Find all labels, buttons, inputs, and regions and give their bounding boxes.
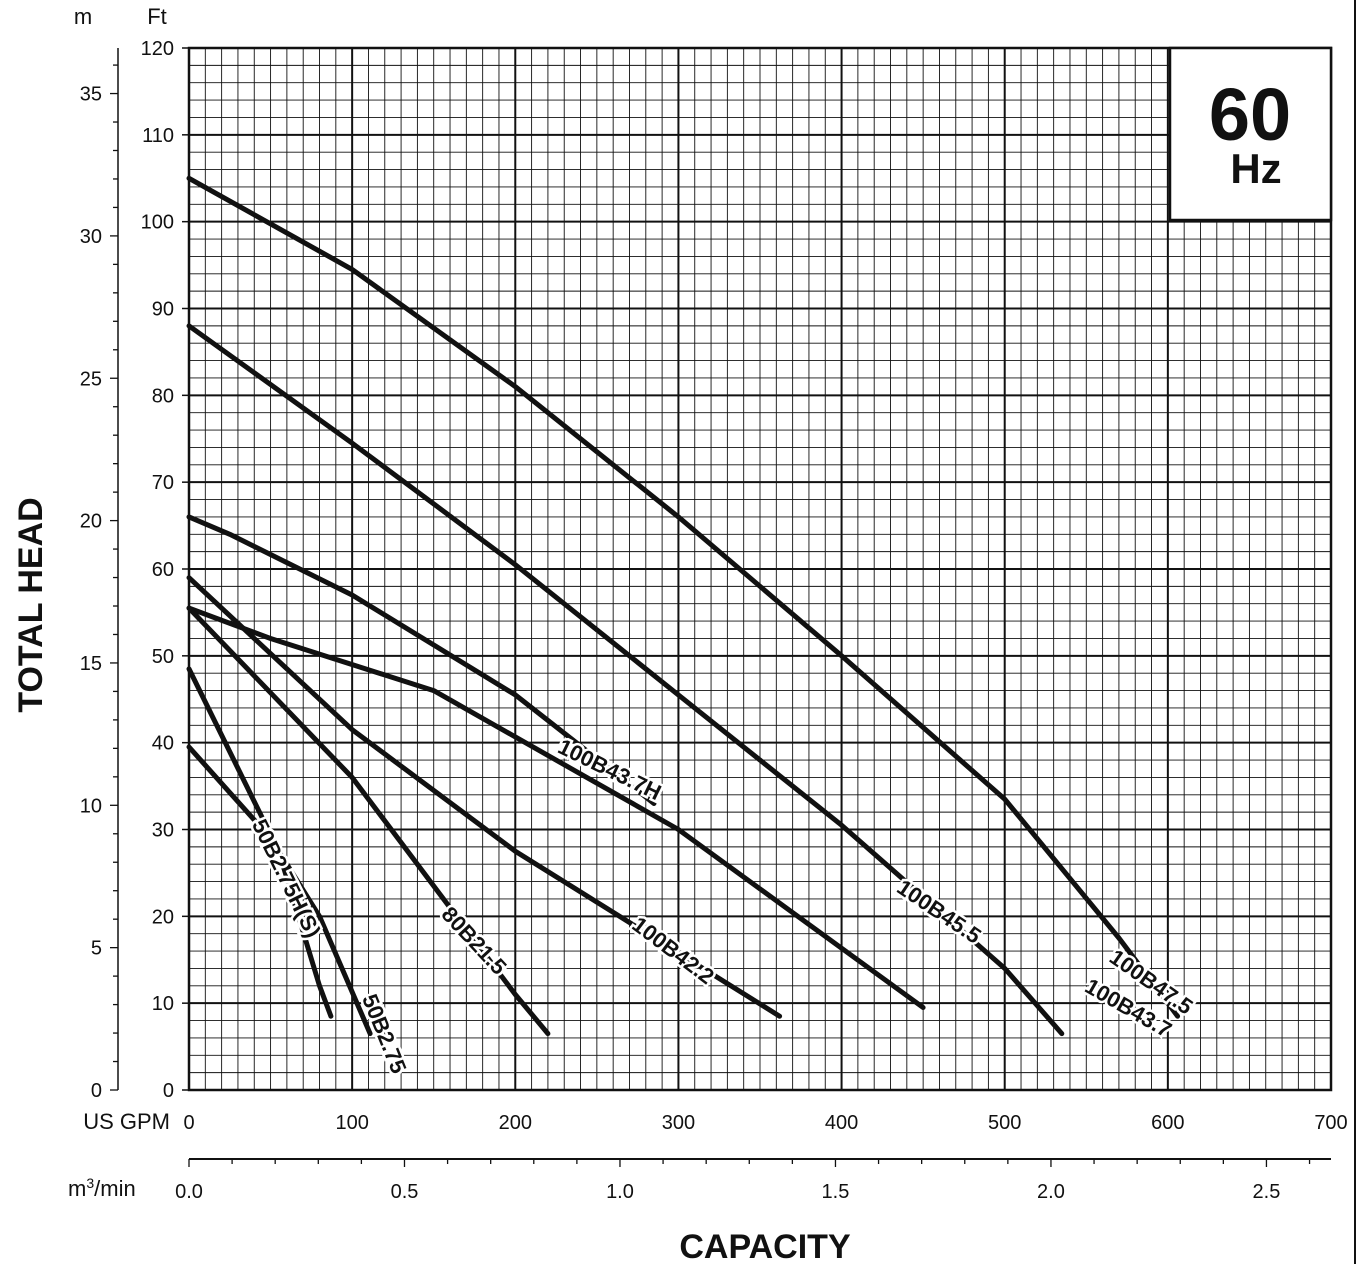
y-tick-m-label: 10 — [80, 795, 102, 817]
x-unit-secondary-label: m3/min — [68, 1175, 136, 1201]
curve-100B43.7 — [186, 605, 926, 1010]
y-tick-m-label: 30 — [80, 226, 102, 248]
x-tick-gpm-label: 100 — [335, 1112, 368, 1134]
x-tick-m3-label: 1.0 — [606, 1181, 634, 1203]
x-tick-gpm-label: 300 — [662, 1112, 695, 1134]
x-tick-gpm-label: 500 — [988, 1112, 1021, 1134]
curve-100B47.5 — [186, 175, 1181, 1019]
x-tick-m3-label: 2.5 — [1253, 1181, 1281, 1203]
x-tick-m3-label: 1.5 — [822, 1181, 850, 1203]
y-tick-m-label: 25 — [80, 368, 102, 390]
x-tick-m3-label: 0.0 — [175, 1181, 203, 1203]
frequency-badge-unit: Hz — [1230, 145, 1281, 192]
y-unit-right-label: Ft — [147, 4, 167, 29]
curve-80B21.5 — [186, 605, 551, 1037]
y-tick-ft-label: 40 — [152, 733, 174, 755]
curve-100B42.2 — [186, 575, 783, 1019]
curve-100B45.5 — [186, 323, 1065, 1037]
x-unit-primary-label: US GPM — [83, 1109, 170, 1134]
y-tick-m-label: 35 — [80, 84, 102, 106]
x-tick-gpm-label: 0 — [183, 1112, 194, 1134]
y-tick-m-label: 5 — [91, 938, 102, 960]
curve-label-80B21.5: 80B21.5 — [437, 902, 512, 980]
y-unit-left-label: m — [74, 4, 92, 29]
y-tick-ft-label: 90 — [152, 299, 174, 321]
y-tick-ft-label: 70 — [152, 472, 174, 494]
frequency-badge-box — [1168, 46, 1333, 222]
y-tick-ft-label: 0 — [163, 1080, 174, 1102]
x-tick-m3-label: 0.5 — [391, 1181, 419, 1203]
x-axis-gpm: 0 100 200 300 400 500 600 700 — [183, 1112, 1347, 1134]
frequency-badge: 60 Hz — [1168, 46, 1333, 222]
y-tick-m-label: 20 — [80, 511, 102, 533]
y-tick-ft-label: 120 — [141, 38, 174, 60]
x-tick-gpm-label: 700 — [1314, 1112, 1347, 1134]
y-tick-ft-label: 100 — [141, 212, 174, 234]
major-grid — [189, 48, 1331, 1090]
curve-100B43.7H — [186, 514, 657, 806]
x-tick-gpm-label: 400 — [825, 1112, 858, 1134]
y-tick-ft-label: 60 — [152, 559, 174, 581]
x-tick-gpm-label: 600 — [1151, 1112, 1184, 1134]
y-tick-ft-label: 10 — [152, 993, 174, 1015]
x-axis-title: CAPACITY — [679, 1228, 851, 1264]
frequency-badge-value: 60 — [1209, 73, 1291, 156]
x-tick-m3-label: 2.0 — [1037, 1181, 1065, 1203]
y-tick-ft-label: 20 — [152, 906, 174, 928]
x-tick-gpm-label: 200 — [499, 1112, 532, 1134]
y-tick-m-label: 0 — [91, 1080, 102, 1102]
curve-50B2.75H(S) — [186, 666, 334, 1019]
curve-50B2.75 — [186, 744, 373, 1037]
y-axis-title: TOTAL HEAD — [12, 497, 50, 712]
pump-curves — [186, 175, 1181, 1037]
y-tick-ft-label: 30 — [152, 820, 174, 842]
y-tick-ft-label: 80 — [152, 385, 174, 407]
curve-label-100B42.2: 100B42.2 — [628, 912, 719, 989]
y-tick-m-label: 15 — [80, 653, 102, 675]
y-tick-ft-label: 50 — [152, 646, 174, 668]
x-axis-m3-min: 0.0 0.5 1.0 1.5 2.0 2.5 — [175, 1158, 1331, 1203]
y-axis-ft: 0 10 20 30 40 50 60 70 80 90 100 110 120 — [141, 38, 189, 1102]
y-axis-m: 0 5 10 15 20 25 30 35 — [80, 64, 118, 1102]
y-tick-ft-label: 110 — [142, 125, 174, 147]
